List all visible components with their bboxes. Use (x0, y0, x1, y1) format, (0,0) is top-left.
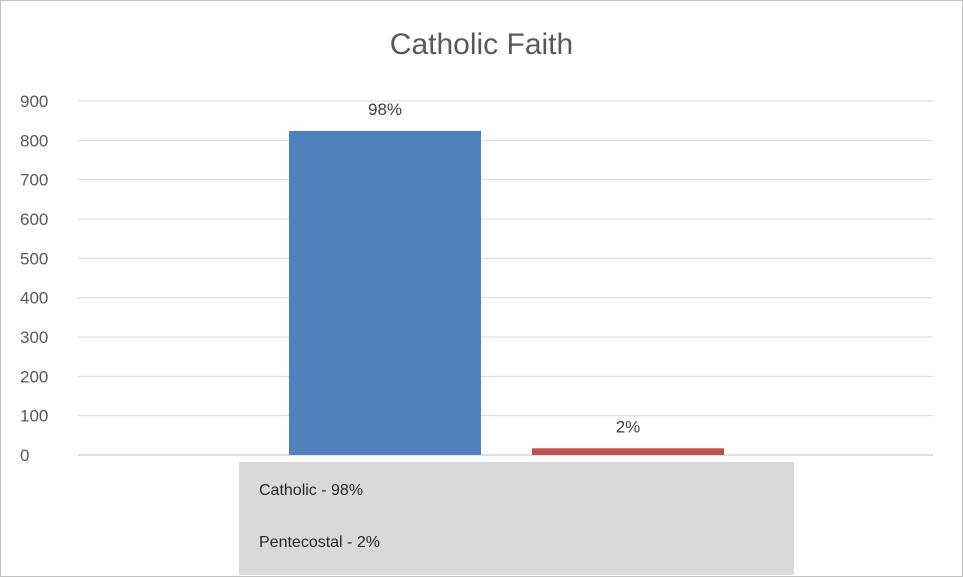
y-tick-label: 800 (20, 131, 48, 150)
y-tick-label: 600 (20, 210, 48, 229)
data-label: 2% (616, 417, 641, 436)
y-tick-label: 200 (20, 367, 48, 386)
chart-title: Catholic Faith (389, 28, 574, 61)
bar-catholic (289, 130, 481, 456)
y-tick-label: 500 (20, 249, 48, 268)
y-tick-label: 300 (20, 328, 48, 347)
y-tick-label: 0 (20, 446, 29, 465)
legend-item-pentecostal: Pentecostal - 2% (259, 534, 380, 551)
legend-item-catholic: Catholic - 98% (259, 482, 364, 499)
y-tick-label: 700 (20, 171, 48, 190)
legend: Catholic - 98% Pentecostal - 2% (239, 462, 794, 575)
y-tick-label: 100 (20, 407, 48, 426)
y-tick-label: 400 (20, 289, 48, 308)
data-label: 98% (368, 100, 402, 119)
y-tick-label: 900 (20, 92, 48, 111)
bar-pentecostal (532, 448, 724, 455)
